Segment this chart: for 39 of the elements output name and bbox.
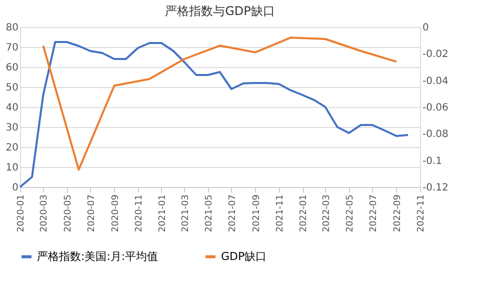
legend-label: 严格指数:美国:月:平均值 — [37, 250, 158, 263]
x-tick-label: 2020-01 — [16, 194, 26, 232]
x-tick-label: 2021-09 — [252, 194, 262, 232]
x-tick-label: 2020-03 — [40, 194, 50, 232]
line-series — [42, 36, 398, 171]
y-tick-label: 0 — [12, 182, 18, 194]
x-tick-label: 2021-05 — [204, 194, 214, 232]
x-tick-label: 2022-03 — [322, 194, 332, 232]
x-tick-label: 2021-07 — [228, 194, 238, 232]
y-tick-label: 50 — [6, 82, 18, 94]
x-tick-label: 2020-09 — [110, 194, 121, 232]
chart-title: 严格指数与GDP缺口 — [165, 4, 275, 18]
x-tick-label: 2021-11 — [275, 194, 286, 232]
y-tick-label: 70 — [6, 42, 18, 54]
y-tick-label: 80 — [6, 22, 18, 34]
x-tick-label: 2022-05 — [345, 194, 356, 232]
y-tick-label: 40 — [6, 102, 18, 114]
x-tick-label: 2022-01 — [299, 194, 310, 232]
y-tick-label: 20 — [6, 142, 18, 154]
y-tick-label: 60 — [6, 62, 18, 74]
x-tick-label: 2021-01 — [158, 194, 168, 232]
x-tick-label: 2020-11 — [134, 194, 144, 232]
y2-tick-label: -0.06 — [422, 102, 448, 114]
y2-tick-label: -0.1 — [422, 156, 442, 167]
line-series — [19, 41, 410, 188]
y-tick-label: 10 — [6, 162, 18, 174]
x-tick-label: 2021-03 — [180, 194, 191, 232]
x-tick-label: 2022-07 — [368, 194, 379, 232]
y2-tick-label: -0.02 — [422, 49, 448, 60]
legend-label: GDP缺口 — [221, 250, 267, 263]
x-tick-label: 2022-09 — [392, 194, 403, 232]
y-tick-label: 30 — [6, 122, 18, 134]
y2-tick-label: -0.04 — [422, 76, 448, 87]
y2-tick-label: -0.08 — [422, 129, 448, 140]
x-tick-label: 2020-05 — [63, 194, 74, 232]
y2-tick-label: 0 — [422, 22, 429, 34]
x-tick-label: 2020-07 — [86, 194, 97, 232]
y2-tick-label: -0.12 — [422, 182, 448, 194]
x-tick-label: 2022-11 — [416, 194, 426, 232]
